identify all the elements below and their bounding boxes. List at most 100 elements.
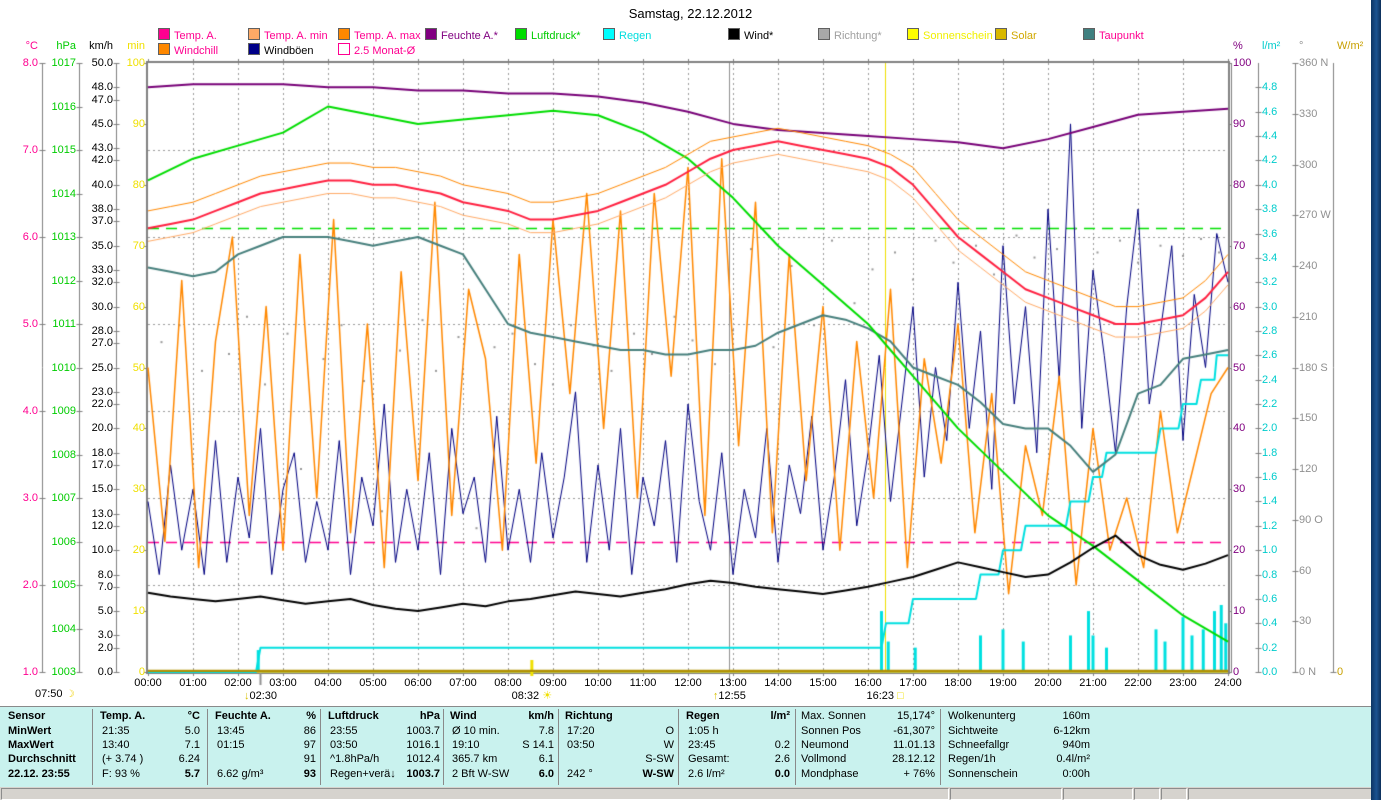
y-axis-label-deg: 120: [1299, 463, 1317, 475]
table-row-label: MinWert: [8, 725, 51, 738]
astro-label: Neumond: [801, 739, 849, 752]
status-bar-segment: [950, 788, 1062, 800]
met-label: Regen/1h: [948, 753, 996, 766]
legend-item-2-5-monat-[interactable]: 2.5 Monat-Ø: [338, 43, 415, 55]
y-axis-label-lm2: 4.0: [1262, 179, 1277, 191]
y-axis-label-lm2: 1.2: [1262, 520, 1277, 532]
table-col-unit: km/h: [494, 710, 554, 723]
legend-color-swatch: [515, 28, 527, 40]
legend-color-swatch: [248, 28, 260, 40]
summary-table: SensorMinWertMaxWertDurchschnitt22.12. 2…: [0, 706, 1371, 788]
table-value: 91: [246, 753, 316, 766]
y-axis-label-lm2: 0.6: [1262, 593, 1277, 605]
table-value-label: 23:55: [330, 725, 358, 738]
legend-item-temp-a-[interactable]: Temp. A.: [158, 28, 217, 40]
y-axis-label-pct: 60: [1233, 301, 1245, 313]
y-axis-label-pct: 80: [1233, 179, 1245, 191]
legend-color-swatch: [995, 28, 1007, 40]
table-value: 1012.4: [370, 753, 440, 766]
legend-item-richtung-[interactable]: Richtung*: [818, 28, 882, 40]
legend-item-windb-en[interactable]: Windböen: [248, 43, 314, 55]
legend-item-sonnenschein[interactable]: Sonnenschein: [907, 28, 993, 40]
y-axis-label-wm2: 0: [1337, 666, 1343, 678]
legend-color-swatch: [425, 28, 437, 40]
y-axis-label-kmh: 32.0: [53, 276, 113, 288]
legend-label: Wind*: [744, 30, 773, 42]
y-axis-label-lm2: 0.8: [1262, 569, 1277, 581]
legend-label: Solar: [1011, 30, 1037, 42]
legend-item-windchill[interactable]: Windchill: [158, 43, 218, 55]
table-value: 0.0: [720, 768, 790, 781]
legend-label: Temp. A. max: [354, 30, 421, 42]
legend-color-swatch: [338, 43, 350, 55]
table-col-unit: [614, 710, 674, 723]
table-col-header: Regen: [686, 710, 720, 723]
legend-item-regen[interactable]: Regen: [603, 28, 651, 40]
legend-item-luftdruck-[interactable]: Luftdruck*: [515, 28, 581, 40]
table-value-label: 21:35: [102, 725, 130, 738]
table-divider: [92, 709, 93, 785]
table-value: 2.6: [720, 753, 790, 766]
table-value-label: 13:40: [102, 739, 130, 752]
legend-label: Feuchte A.*: [441, 30, 498, 42]
table-value: 6.1: [484, 753, 554, 766]
sun-moon-marker-08-32: 08:32 ☀: [502, 690, 562, 702]
y-axis-label-min: 100: [85, 57, 145, 69]
y-axis-label-kmh: 18.0: [53, 447, 113, 459]
moon-icon: ☽: [66, 689, 75, 700]
legend-color-swatch: [728, 28, 740, 40]
table-divider: [558, 709, 559, 785]
legend-item-temp-a-max[interactable]: Temp. A. max: [338, 28, 421, 40]
y-axis-label-pct: 70: [1233, 240, 1245, 252]
table-col-unit: hPa: [380, 710, 440, 723]
y-axis-label-lm2: 3.6: [1262, 228, 1277, 240]
y-axis-label-deg: 60: [1299, 565, 1311, 577]
met-label: Sichtweite: [948, 725, 998, 738]
table-value-label: 19:10: [452, 739, 480, 752]
y-axis-label-lm2: 4.8: [1262, 81, 1277, 93]
y-axis-label-lm2: 2.2: [1262, 398, 1277, 410]
astro-value: 15,174°: [855, 710, 935, 723]
y-axis-label-kmh: 22.0: [53, 398, 113, 410]
table-value: O: [604, 725, 674, 738]
legend-color-swatch: [907, 28, 919, 40]
legend-item-wind-[interactable]: Wind*: [728, 28, 773, 40]
legend-label: Luftdruck*: [531, 30, 581, 42]
table-col-unit: l/m²: [730, 710, 790, 723]
status-bar-segment: [1161, 788, 1187, 800]
arrow-down-icon: ↓: [244, 690, 250, 702]
desktop-background-strip: [1371, 0, 1381, 800]
weather-station-app: { "window": { "title": "Samstag, 22.12.2…: [0, 0, 1381, 800]
y-axis-label-lm2: 2.0: [1262, 422, 1277, 434]
legend-color-swatch: [338, 28, 350, 40]
y-axis-label-min: 80: [85, 179, 145, 191]
table-value: S-SW: [604, 753, 674, 766]
table-value: S 14.1: [484, 739, 554, 752]
astro-label: Mondphase: [801, 768, 859, 781]
y-axis-header-lm2: l/m²: [1262, 40, 1280, 52]
met-value: 160m: [1010, 710, 1090, 723]
y-axis-label-pct: 50: [1233, 362, 1245, 374]
y-axis-label-lm2: 1.8: [1262, 447, 1277, 459]
y-axis-label-min: 10: [85, 605, 145, 617]
y-axis-label-kmh: 28.0: [53, 325, 113, 337]
met-value: 6-12km: [1010, 725, 1090, 738]
table-value: 7.1: [130, 739, 200, 752]
legend-item-taupunkt[interactable]: Taupunkt: [1083, 28, 1144, 40]
legend-item-temp-a-min[interactable]: Temp. A. min: [248, 28, 328, 40]
chart-title: Samstag, 22.12.2012: [0, 6, 1381, 21]
astro-label: Vollmond: [801, 753, 846, 766]
arrow-up-icon: ↑: [713, 690, 719, 702]
table-value: 5.0: [130, 725, 200, 738]
y-axis-label-lm2: 3.2: [1262, 276, 1277, 288]
table-value-label: 23:45: [688, 739, 716, 752]
legend-item-feuchte-a-[interactable]: Feuchte A.*: [425, 28, 498, 40]
y-axis-label-kmh: 48.0: [53, 81, 113, 93]
y-axis-label-kmh: 27.0: [53, 337, 113, 349]
legend-item-solar[interactable]: Solar: [995, 28, 1037, 40]
met-label: Wolkenunterg: [948, 710, 1016, 723]
table-col-header: Richtung: [565, 710, 613, 723]
table-value: 5.7: [130, 768, 200, 781]
table-row-label: MaxWert: [8, 739, 54, 752]
y-axis-label-kmh: 47.0: [53, 94, 113, 106]
